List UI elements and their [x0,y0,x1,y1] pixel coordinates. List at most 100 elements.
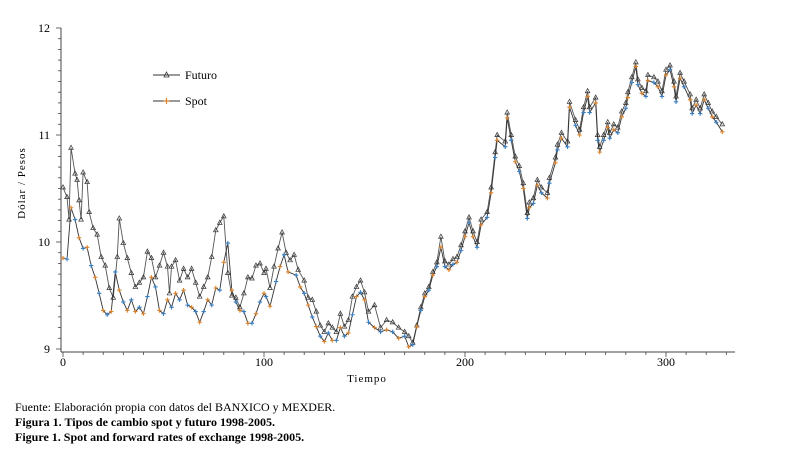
spot-point [555,147,560,153]
x-tick-label: 200 [456,355,474,369]
futuro-point [687,91,694,97]
futuro-point [279,229,285,235]
futuro-point [317,322,324,328]
spot-point [478,222,484,228]
futuro-point [645,71,651,78]
futuro-point [663,66,669,72]
futuro-point [241,290,247,296]
spot-point [525,216,530,221]
spot-point [687,97,693,102]
spot-point [302,291,307,296]
futuro-point [450,255,456,262]
legend-spot-label: Spot [185,94,208,108]
spot-point [326,330,331,336]
spot-point [527,205,532,210]
futuro-point [600,131,607,137]
futuro-point [655,78,661,84]
futuro-point [68,144,74,150]
spot-point [671,84,677,90]
futuro-point [337,310,344,316]
spot-point [141,311,146,316]
futuro-point [524,209,531,216]
x-tick-label: 100 [255,355,273,369]
spot-point [354,294,359,299]
spot-point [430,272,436,278]
futuro-point [492,148,499,155]
spot-point [509,138,514,143]
spot-point [484,215,490,220]
futuro-point [116,215,123,221]
futuro-point [437,233,444,239]
futuro-point [275,245,281,251]
futuro-point [405,332,412,339]
spot-point [517,169,522,174]
spot-point [494,138,500,143]
spot-point [334,338,339,343]
futuro-point [530,194,537,201]
futuro-point [538,184,545,190]
futuro-point [114,253,121,259]
spot-point [322,339,327,344]
futuro-point [558,129,565,135]
futuro-point [74,176,80,182]
spot-point [149,275,154,280]
spot-point [615,130,620,136]
futuro-point [677,69,683,75]
spot-point [720,129,725,134]
spot-point [553,160,558,166]
x-tick-label: 0 [60,355,66,369]
futuro-point [693,96,700,102]
spot-point [697,111,703,116]
futuro-point [106,284,113,290]
futuro-point [454,253,460,259]
y-tick-label: 10 [38,235,50,249]
spot-point [623,106,628,111]
spot-point [217,287,222,293]
futuro-point [353,283,360,289]
spot-point [565,144,570,149]
spot-point [213,285,218,291]
futuro-point [552,154,559,160]
futuro-point [361,288,368,295]
futuro-point [651,73,657,80]
futuro-point [389,318,396,325]
spot-point [434,264,440,269]
spot-point [619,114,624,120]
futuro-point [488,184,495,190]
spot-point [438,245,444,250]
spot-point [689,111,695,116]
spot-point [109,309,114,314]
futuro-point [458,241,464,248]
spot-point [145,294,150,299]
spot-point [113,269,118,275]
futuro-point [594,131,601,137]
futuro-point [184,273,191,280]
futuro-point [638,84,645,90]
futuro-point [261,269,267,275]
spot-point [587,110,592,115]
spot-point [607,136,612,141]
spot-point [125,308,130,313]
spot-point [153,284,158,290]
futuro-point [216,219,223,225]
spot-point [96,291,102,296]
caption-figure-en: Figure 1. Spot and forward rates of exch… [15,430,305,444]
futuro-point [267,284,273,290]
futuro-point [624,88,631,95]
futuro-point [713,113,720,119]
futuro-point [442,257,448,264]
spot-point [414,324,419,329]
spot-point [503,144,508,149]
futuro-point [512,153,519,159]
futuro-point [160,249,167,255]
futuro-point [478,216,484,222]
spot-point [547,180,552,186]
futuro-point [709,108,716,114]
futuro-point [249,275,255,281]
futuro-point [592,94,599,100]
spot-point [297,284,303,290]
futuro-point [701,91,708,97]
spot-point [88,263,94,268]
legend-futuro-label: Futuro [185,68,217,82]
futuro-point [554,141,561,147]
